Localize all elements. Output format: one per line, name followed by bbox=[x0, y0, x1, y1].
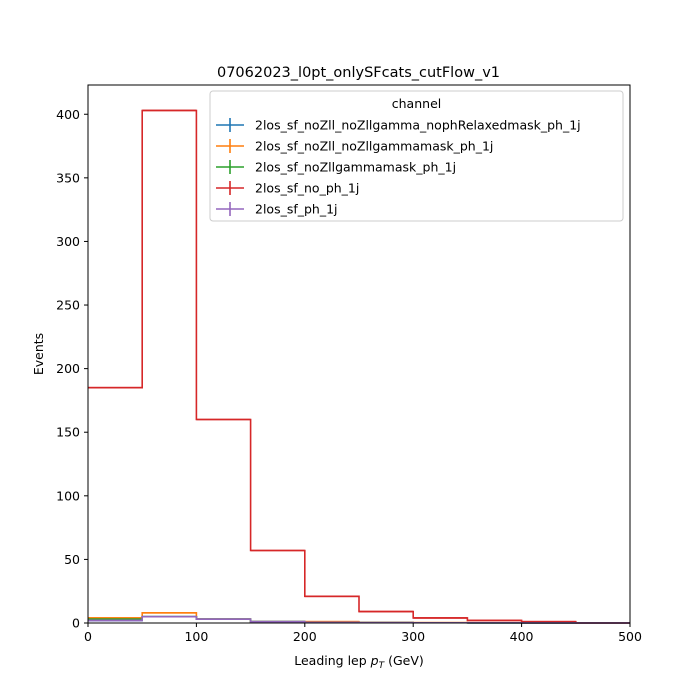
x-tick-label: 500 bbox=[618, 629, 642, 644]
y-tick-label: 300 bbox=[56, 234, 80, 249]
legend-title: channel bbox=[392, 96, 441, 111]
y-tick-label: 400 bbox=[56, 107, 80, 122]
y-tick-label: 100 bbox=[56, 488, 80, 503]
y-axis-ticks: 0 50 100 150 200 250 300 350 400 bbox=[56, 107, 88, 631]
plot-area bbox=[87, 84, 631, 624]
legend-entry: 2los_sf_noZllgammamask_ph_1j bbox=[216, 160, 456, 175]
x-tick-label: 200 bbox=[293, 629, 317, 644]
x-tick-label: 300 bbox=[401, 629, 425, 644]
y-tick-label: 150 bbox=[56, 425, 80, 440]
legend-entry: 2los_sf_ph_1j bbox=[216, 202, 338, 217]
y-tick-label: 50 bbox=[64, 552, 80, 567]
y-tick-label: 200 bbox=[56, 361, 80, 376]
axes-frame bbox=[87, 84, 631, 624]
y-tick-label: 250 bbox=[56, 298, 80, 313]
y-tick-label: 0 bbox=[72, 616, 80, 631]
legend: channel 2los_sf_noZll_noZllgamma_nophRel… bbox=[209, 90, 624, 222]
legend-label: 2los_sf_no_ph_1j bbox=[255, 181, 359, 196]
x-axis-ticks: 0 100 200 300 400 500 bbox=[84, 623, 642, 644]
legend-label: 2los_sf_noZll_noZllgamma_nophRelaxedmask… bbox=[255, 118, 581, 133]
legend-label: 2los_sf_noZll_noZllgammamask_ph_1j bbox=[255, 139, 493, 154]
legend-entries: 2los_sf_noZll_noZllgamma_nophRelaxedmask… bbox=[216, 118, 581, 217]
x-tick-label: 0 bbox=[84, 629, 92, 644]
legend-box bbox=[209, 90, 624, 222]
legend-label: 2los_sf_ph_1j bbox=[255, 202, 338, 217]
chart-title: 07062023_l0pt_onlySFcats_cutFlow_v1 bbox=[217, 65, 500, 81]
x-axis-label: Leading lep pT (GeV) bbox=[294, 653, 424, 671]
y-axis-label: Events bbox=[31, 333, 46, 375]
x-tick-label: 100 bbox=[184, 629, 208, 644]
legend-entry: 2los_sf_noZll_noZllgammamask_ph_1j bbox=[216, 139, 493, 154]
legend-label: 2los_sf_noZllgammamask_ph_1j bbox=[255, 160, 456, 175]
legend-entry: 2los_sf_noZll_noZllgamma_nophRelaxedmask… bbox=[216, 118, 581, 133]
legend-entry: 2los_sf_no_ph_1j bbox=[216, 181, 359, 196]
x-tick-label: 400 bbox=[510, 629, 534, 644]
y-tick-label: 350 bbox=[56, 170, 80, 185]
